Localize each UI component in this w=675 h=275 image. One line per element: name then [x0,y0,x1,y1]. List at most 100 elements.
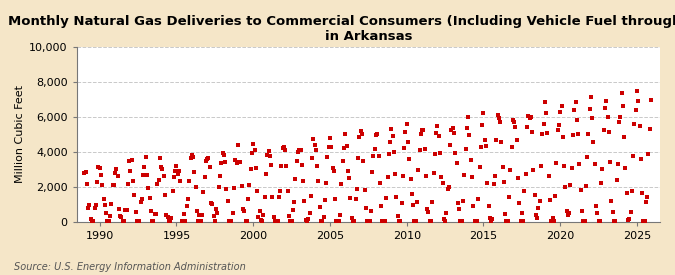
Point [409,219,420,223]
Point [156,165,167,170]
Point [526,130,537,135]
Point [316,219,327,223]
Point [282,189,293,193]
Point [585,106,595,111]
Point [425,219,435,223]
Point [325,135,335,140]
Point [415,131,426,136]
Point [339,145,350,150]
Point [500,211,510,216]
Point [269,219,280,223]
Point [418,128,429,132]
Point [372,131,383,136]
Point [106,202,117,206]
Point [331,219,342,223]
Point [96,173,107,177]
Point [284,214,294,218]
Point [635,157,646,161]
Point [450,151,461,156]
Point [603,130,614,134]
Point [117,219,128,223]
Point [243,197,254,202]
Point [312,164,323,168]
Point [276,164,287,169]
Point [256,219,267,223]
Point [541,111,551,115]
Point [626,189,637,194]
Point [576,208,587,213]
Point [234,160,244,165]
Point [329,169,340,174]
Point [545,197,556,202]
Point [170,169,181,174]
Point [206,201,217,205]
Point [463,114,474,119]
Point [421,174,431,178]
Point [256,218,267,222]
Point [162,215,173,219]
Point [469,219,480,223]
Point [465,158,476,162]
Point [265,153,275,158]
Point [512,175,523,180]
Point [638,219,649,223]
Point [442,187,453,191]
Point [523,114,534,119]
Point [90,203,101,207]
Point [533,205,544,210]
Point [639,219,650,223]
Point [122,208,132,212]
Point [456,219,467,223]
Point [565,182,576,187]
Point [426,219,437,223]
Point [192,208,202,213]
Point [410,219,421,223]
Point [288,208,298,212]
Point [85,217,96,221]
Point [646,98,657,103]
Point [537,131,547,136]
Point [560,185,571,189]
Point [302,219,313,223]
Point [98,197,109,201]
Point [552,128,563,133]
Point [459,173,470,177]
Point [319,197,330,202]
Point [190,185,201,189]
Point [219,153,230,158]
Point [475,144,486,149]
Point [355,129,366,133]
Point [245,167,256,172]
Point [501,219,512,223]
Point [232,142,243,147]
Point [419,147,430,151]
Point [392,214,403,218]
Point [555,110,566,114]
Point [558,135,568,139]
Point [443,185,454,189]
Point [379,219,390,223]
Point [601,99,612,104]
Point [408,203,418,208]
Point [97,183,108,187]
Point [349,219,360,223]
Point [479,138,490,142]
Point [309,143,320,148]
Point [299,199,310,204]
Point [267,194,278,199]
Point [509,119,520,124]
Point [395,219,406,223]
Point [495,120,506,124]
Point [142,173,153,177]
Point [338,159,348,163]
Point [209,219,220,223]
Point [546,219,557,223]
Point [585,95,596,99]
Point [460,147,471,151]
Point [115,213,126,218]
Point [166,215,177,220]
Point [175,178,186,183]
Point [298,179,308,183]
Point [242,219,252,223]
Point [167,189,178,193]
